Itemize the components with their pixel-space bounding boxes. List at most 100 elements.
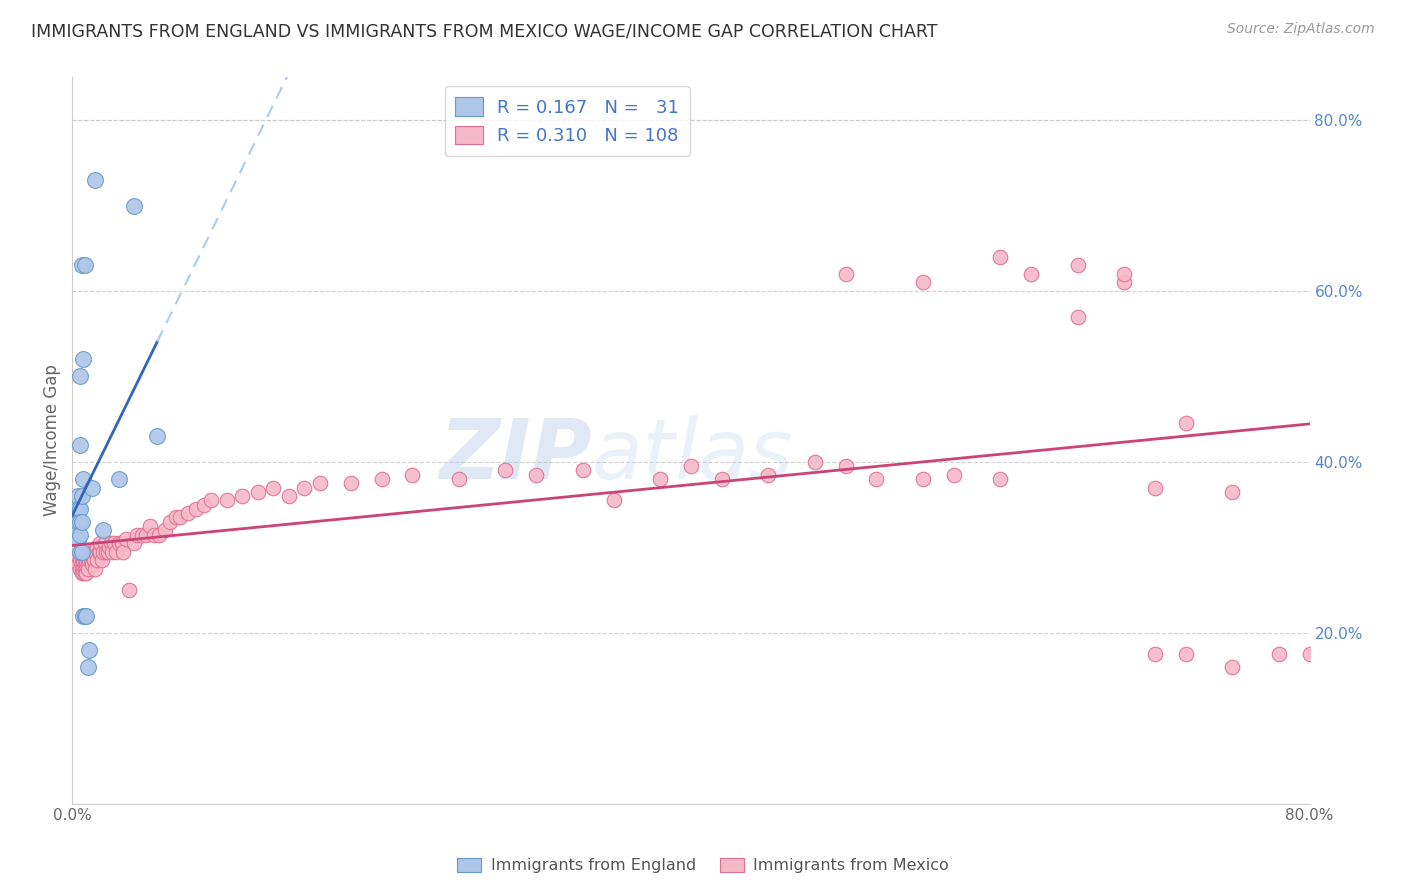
- Point: [648, 472, 671, 486]
- Point: [91, 523, 114, 537]
- Point: [215, 493, 238, 508]
- Point: [66, 523, 89, 537]
- Point: [72, 472, 94, 486]
- Point: [70, 566, 93, 580]
- Point: [153, 523, 176, 537]
- Point: [67, 515, 90, 529]
- Point: [69, 553, 91, 567]
- Legend: Immigrants from England, Immigrants from Mexico: Immigrants from England, Immigrants from…: [450, 851, 956, 880]
- Point: [77, 549, 100, 563]
- Point: [75, 562, 97, 576]
- Point: [115, 532, 138, 546]
- Point: [70, 489, 93, 503]
- Point: [1174, 647, 1197, 661]
- Point: [1112, 267, 1135, 281]
- Point: [69, 544, 91, 558]
- Point: [1143, 481, 1166, 495]
- Point: [165, 510, 187, 524]
- Legend: R = 0.167   N =   31, R = 0.310   N = 108: R = 0.167 N = 31, R = 0.310 N = 108: [444, 87, 690, 156]
- Point: [107, 536, 129, 550]
- Point: [67, 501, 90, 516]
- Point: [86, 541, 108, 555]
- Point: [70, 259, 93, 273]
- Point: [72, 553, 94, 567]
- Point: [73, 259, 96, 273]
- Point: [72, 352, 94, 367]
- Point: [76, 549, 98, 563]
- Point: [69, 544, 91, 558]
- Point: [72, 608, 94, 623]
- Point: [103, 536, 125, 550]
- Point: [83, 544, 105, 558]
- Point: [67, 489, 90, 503]
- Point: [67, 558, 90, 572]
- Point: [72, 553, 94, 567]
- Point: [679, 459, 702, 474]
- Point: [148, 527, 170, 541]
- Text: atlas: atlas: [592, 415, 793, 496]
- Point: [77, 553, 100, 567]
- Point: [911, 472, 934, 486]
- Point: [988, 472, 1011, 486]
- Point: [89, 536, 111, 550]
- Point: [67, 532, 90, 546]
- Point: [69, 369, 91, 384]
- Point: [911, 276, 934, 290]
- Point: [865, 472, 887, 486]
- Point: [73, 553, 96, 567]
- Point: [73, 566, 96, 580]
- Point: [70, 562, 93, 576]
- Point: [80, 553, 103, 567]
- Point: [91, 544, 114, 558]
- Point: [84, 544, 107, 558]
- Point: [169, 510, 191, 524]
- Point: [87, 544, 110, 558]
- Point: [339, 476, 361, 491]
- Point: [200, 493, 222, 508]
- Point: [84, 562, 107, 576]
- Point: [146, 429, 169, 443]
- Point: [100, 536, 122, 550]
- Point: [1220, 484, 1243, 499]
- Text: ZIP: ZIP: [439, 415, 592, 496]
- Point: [75, 558, 97, 572]
- Point: [76, 558, 98, 572]
- Point: [1267, 647, 1289, 661]
- Point: [292, 481, 315, 495]
- Point: [80, 544, 103, 558]
- Point: [66, 553, 89, 567]
- Point: [131, 527, 153, 541]
- Point: [246, 484, 269, 499]
- Point: [159, 515, 181, 529]
- Point: [86, 553, 108, 567]
- Point: [70, 544, 93, 558]
- Point: [72, 566, 94, 580]
- Point: [83, 553, 105, 567]
- Point: [1112, 276, 1135, 290]
- Point: [756, 467, 779, 482]
- Point: [571, 463, 593, 477]
- Point: [66, 498, 89, 512]
- Point: [69, 562, 91, 576]
- Point: [942, 467, 965, 482]
- Point: [143, 527, 166, 541]
- Point: [370, 472, 392, 486]
- Point: [193, 498, 215, 512]
- Point: [803, 455, 825, 469]
- Point: [69, 527, 91, 541]
- Point: [1298, 647, 1320, 661]
- Point: [127, 527, 149, 541]
- Point: [122, 198, 145, 212]
- Point: [401, 467, 423, 482]
- Point: [75, 566, 97, 580]
- Point: [73, 562, 96, 576]
- Point: [76, 562, 98, 576]
- Point: [107, 472, 129, 486]
- Point: [1174, 417, 1197, 431]
- Text: Source: ZipAtlas.com: Source: ZipAtlas.com: [1227, 22, 1375, 37]
- Point: [69, 515, 91, 529]
- Point: [1143, 647, 1166, 661]
- Point: [308, 476, 330, 491]
- Point: [118, 582, 141, 597]
- Point: [262, 481, 284, 495]
